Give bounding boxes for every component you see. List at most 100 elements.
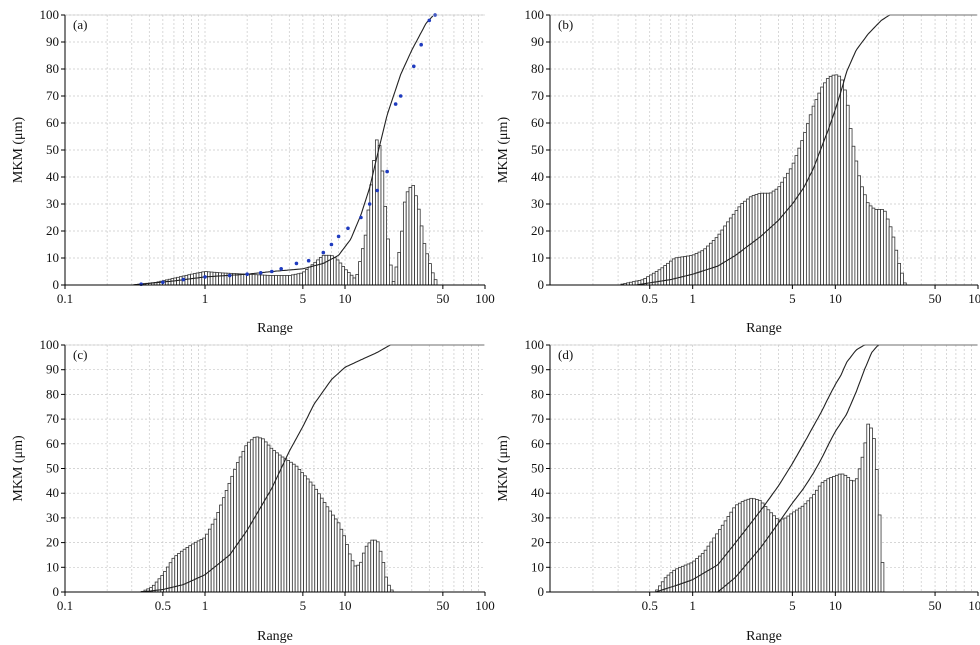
x-axis-label: Range	[257, 629, 293, 644]
distribution-bar	[356, 564, 360, 593]
y-tick-label: 80	[531, 386, 544, 401]
distribution-bar	[894, 249, 899, 286]
distribution-bar	[372, 160, 376, 286]
distribution-bar	[774, 188, 779, 286]
distribution-bar	[780, 518, 785, 593]
y-tick-label: 60	[46, 436, 59, 451]
distribution-bar	[355, 274, 359, 286]
distribution-bar	[397, 251, 401, 286]
data-marker	[398, 94, 403, 98]
y-tick-label: 80	[46, 61, 59, 76]
distribution-bar	[720, 229, 725, 286]
distribution-bar	[230, 475, 234, 593]
distribution-bar	[846, 477, 851, 593]
x-tick-label: 10	[339, 291, 352, 306]
distribution-bar	[206, 271, 211, 286]
distribution-bar	[260, 274, 264, 286]
distribution-bar	[338, 262, 343, 286]
distribution-bar	[826, 478, 831, 593]
distribution-bar	[199, 539, 204, 593]
distribution-bar	[766, 509, 771, 593]
distribution-bar	[308, 481, 313, 593]
data-marker	[329, 242, 334, 247]
distribution-bar	[749, 497, 754, 593]
distribution-bar	[865, 202, 870, 286]
distribution-bar	[254, 274, 259, 286]
distribution-bar	[299, 272, 303, 286]
distribution-bar	[743, 200, 747, 286]
y-tick-label: 30	[531, 196, 544, 211]
distribution-bar	[671, 258, 676, 286]
distribution-bar	[777, 519, 782, 593]
distribution-bar	[872, 438, 876, 593]
x-tick-label: 0.5	[155, 598, 171, 613]
distribution-bar	[823, 82, 827, 286]
distribution-bar	[783, 517, 788, 593]
distribution-bar	[769, 512, 774, 593]
distribution-bar	[748, 196, 753, 286]
y-tick-label: 0	[538, 277, 545, 292]
y-tick-label: 30	[46, 196, 59, 211]
distribution-bar	[167, 278, 172, 286]
distribution-bar	[297, 469, 302, 593]
distribution-bar	[880, 208, 884, 286]
distribution-bar	[820, 86, 824, 286]
data-marker	[203, 275, 207, 279]
x-tick-label: 10	[339, 598, 352, 613]
distribution-bar	[672, 569, 676, 593]
distribution-bar	[760, 502, 765, 593]
distribution-bar	[425, 253, 429, 286]
distribution-bar	[215, 272, 219, 286]
distribution-bar	[808, 114, 813, 286]
distribution-bar	[803, 503, 808, 593]
distribution-bar	[352, 277, 357, 286]
distribution-bar	[663, 577, 668, 593]
distribution-bar	[347, 553, 352, 593]
distribution-bar	[814, 99, 819, 286]
distribution-bar	[311, 484, 316, 593]
distribution-bar	[192, 273, 197, 286]
distribution-bar	[697, 251, 702, 286]
x-tick-label: 0.5	[642, 291, 658, 306]
distribution-bar	[288, 275, 292, 286]
distribution-bar	[794, 155, 799, 286]
distribution-bar	[800, 140, 804, 286]
distribution-bar	[384, 576, 388, 593]
distribution-bar	[247, 441, 251, 593]
distribution-bar	[854, 160, 859, 286]
distribution-bar	[883, 210, 887, 286]
distribution-bar	[378, 550, 383, 593]
distribution-bar	[262, 274, 267, 286]
y-tick-label: 20	[531, 223, 544, 238]
distribution-bar	[711, 240, 716, 286]
y-tick-label: 20	[531, 535, 544, 550]
panel-2: 0 10 20 30 40 50 60 70 80 90 100 0.5 1 5 10 50 100 (b) Ran…	[496, 7, 980, 336]
distribution-bar	[692, 560, 696, 593]
data-marker	[227, 273, 232, 278]
distribution-bar	[179, 550, 184, 593]
distribution-bar	[837, 473, 842, 593]
distribution-bar	[863, 194, 867, 286]
distribution-bar	[706, 545, 711, 593]
distribution-bar	[677, 256, 682, 286]
distribution-bar	[381, 562, 386, 593]
distribution-bar	[708, 242, 713, 286]
distribution-bar	[806, 500, 811, 593]
distribution-bar	[367, 542, 372, 593]
distribution-bar	[777, 186, 782, 286]
distribution-bar	[763, 192, 767, 286]
distribution-bar	[416, 208, 421, 286]
x-axis-label: Range	[746, 629, 782, 644]
panel-label: (b)	[558, 17, 573, 32]
distribution-bar	[689, 562, 694, 593]
y-tick-label: 10	[46, 250, 59, 265]
y-tick-label: 50	[46, 142, 59, 157]
y-tick-label: 50	[531, 142, 544, 157]
data-marker	[161, 280, 165, 285]
distribution-bar	[851, 145, 856, 286]
y-tick-label: 0	[53, 277, 60, 292]
distribution-bar	[213, 518, 218, 593]
distribution-bar	[726, 221, 730, 286]
distribution-bar	[860, 456, 865, 593]
distribution-bar	[815, 489, 819, 593]
